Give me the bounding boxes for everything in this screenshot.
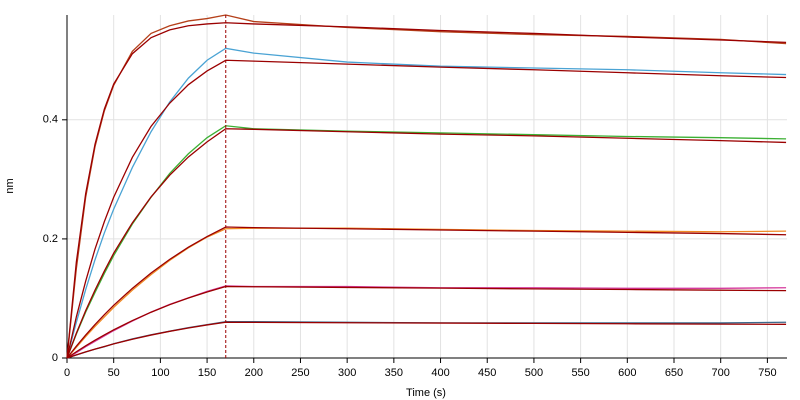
x-tick-label: 700 [712, 367, 730, 379]
x-tick-label: 600 [618, 367, 636, 379]
y-tick-label: 0.2 [43, 233, 58, 245]
y-axis-label: nm [4, 178, 16, 193]
x-tick-label: 150 [198, 367, 216, 379]
x-tick-label: 350 [385, 367, 403, 379]
series-line [66, 226, 787, 359]
y-tick-label: 0 [52, 352, 58, 364]
series-line [66, 321, 787, 359]
series-line [66, 285, 787, 359]
x-tick-label: 750 [758, 367, 776, 379]
x-tick-label: 650 [665, 367, 683, 379]
y-tick-label: 0.4 [43, 114, 58, 126]
series-line [66, 285, 787, 359]
x-tick-label: 400 [431, 367, 449, 379]
x-tick-label: 0 [64, 367, 70, 379]
x-axis-label: Time (s) [406, 387, 446, 399]
series-line [66, 47, 787, 359]
x-tick-label: 250 [291, 367, 309, 379]
series-line [66, 128, 787, 359]
x-tick-label: 550 [571, 367, 589, 379]
x-tick-label: 500 [525, 367, 543, 379]
x-tick-label: 50 [108, 367, 120, 379]
x-tick-label: 450 [478, 367, 496, 379]
series-line [66, 22, 787, 359]
series-line [66, 125, 787, 359]
series-line [66, 321, 787, 359]
x-tick-label: 100 [151, 367, 169, 379]
x-tick-label: 200 [245, 367, 263, 379]
series-line [66, 227, 787, 359]
x-tick-label: 300 [338, 367, 356, 379]
series-line [66, 59, 787, 359]
